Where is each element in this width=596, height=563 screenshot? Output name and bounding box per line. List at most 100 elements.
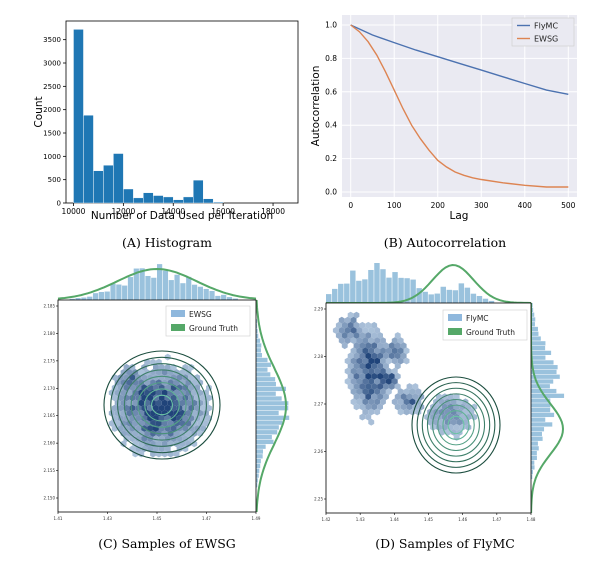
hexbin-cell	[147, 394, 153, 402]
hexbin-cell	[377, 403, 383, 411]
marginal-bar	[256, 420, 283, 425]
ground-truth-contour	[144, 388, 180, 422]
autocorrelation-x-label: Lag	[450, 210, 469, 222]
legend-label-flymc: FlyMC	[466, 314, 489, 323]
marginal-bar	[392, 272, 398, 303]
hexbin-cell	[129, 425, 136, 432]
hexbin-cell	[380, 337, 386, 344]
x-tick-label: 14000	[161, 207, 185, 216]
hexbin-cell	[170, 414, 177, 422]
hexbin-cell	[353, 393, 360, 401]
hexbin-cell	[368, 398, 375, 406]
marginal-bar	[256, 357, 268, 363]
marginal-bar	[380, 269, 386, 303]
hexbin-cell	[453, 413, 460, 421]
marginal-bar	[531, 317, 536, 322]
histogram-panel: 10000 12000 14000 16000 18000 0 500 1000 1500 20…	[33, 20, 299, 222]
x-tick-label: 16000	[211, 207, 235, 216]
x-tick-label: 18000	[261, 207, 285, 216]
marginal-bar	[256, 463, 261, 469]
ewsg-ground-truth-contours	[103, 350, 221, 460]
ewsg-joint-plot: 1.41 1.43 1.45 1.47 1.49 2.185 2.180 2.175 2.17…	[44, 264, 290, 521]
hexbin-cell	[350, 378, 357, 385]
marginal-bar	[81, 297, 87, 300]
hexbin-cell	[188, 363, 195, 371]
hexbin-cell	[397, 347, 404, 355]
hexbin-cell	[353, 362, 360, 370]
histogram-y-label: Count	[33, 96, 45, 127]
marginal-bar	[531, 326, 538, 332]
marginal-bar	[531, 398, 551, 403]
hexbin-cell	[135, 414, 142, 422]
y-tick-label: 2.25	[314, 497, 323, 502]
series-line-ewsg	[350, 24, 569, 188]
flymc-right-marginal	[530, 303, 565, 514]
hexbin-cell	[400, 403, 407, 411]
hexbin-cell	[132, 379, 139, 386]
y-tick-label: 2.27	[314, 402, 323, 407]
hexbin-cell	[344, 316, 351, 324]
hexbin-cell	[465, 413, 472, 421]
x-tick-label: 1.47	[202, 516, 211, 521]
hexbin-cell	[356, 367, 363, 375]
hexbin-cell	[188, 384, 195, 392]
marginal-bar	[256, 425, 279, 430]
hexbin-cell	[374, 367, 381, 375]
hexbin-cell	[341, 321, 348, 329]
x-tick-label: 500	[561, 201, 576, 210]
hexbin-cell	[173, 399, 180, 407]
marginal-bar	[531, 331, 539, 336]
marginal-bar	[256, 483, 258, 488]
y-tick-label: 3500	[43, 36, 61, 44]
hexbin-cell	[383, 372, 389, 380]
hexbin-cell	[406, 393, 413, 401]
hexbin-cell	[391, 347, 398, 355]
legend-swatch-flymc	[448, 314, 462, 321]
hexbin-cell	[365, 383, 372, 390]
hexbin-cell	[135, 384, 142, 392]
hexbin-cell	[362, 327, 369, 334]
hexbin-cell	[371, 332, 378, 339]
hexbin-cell	[383, 362, 389, 370]
hexbin-cell	[158, 394, 165, 402]
ground-truth-contour	[151, 394, 173, 416]
histogram-bar	[83, 115, 94, 204]
hexbin-cell	[347, 332, 354, 339]
marginal-bar	[256, 348, 261, 353]
hexbin-cell	[391, 398, 398, 406]
hexbin-cell	[400, 342, 407, 350]
flymc-top-marginal	[326, 263, 532, 304]
y-tick-label: 0.2	[325, 154, 337, 163]
marginal-bar	[416, 288, 422, 303]
hexbin-cell	[433, 398, 439, 406]
histogram-bar	[73, 29, 84, 204]
y-tick-label: 0.4	[325, 121, 337, 130]
hexbin-cell	[117, 425, 124, 432]
flymc-legend: FlyMC Ground Truth	[442, 309, 528, 341]
marginal-bar	[464, 287, 471, 303]
hexbin-cell	[353, 321, 360, 329]
hexbin-cell	[353, 372, 360, 380]
hexbin-cell	[347, 372, 354, 380]
flymc-x-ticks: 1.42 1.43 1.44 1.45 1.46 1.47 1.48	[322, 513, 536, 522]
hexbin-cell	[126, 369, 133, 376]
hexbin-cell	[356, 327, 363, 334]
hexbin-cell	[108, 420, 115, 427]
hexbin-cell	[400, 393, 407, 401]
ewsg-top-marginal	[57, 264, 257, 300]
legend-swatch-ground-truth	[171, 324, 185, 331]
hexbin-cell	[412, 393, 419, 401]
legend-swatch-ewsg	[171, 310, 185, 317]
marginal-bar	[256, 377, 276, 382]
hexbin-cell	[341, 342, 348, 350]
hexbin-cell	[353, 352, 360, 360]
hexbin-cell	[126, 409, 133, 417]
marginal-bar	[209, 290, 215, 300]
legend-label-ewsg: EWSG	[534, 35, 558, 44]
hexbin-cell	[338, 327, 345, 334]
ground-truth-kde-line	[57, 267, 257, 300]
hexbin-cell	[194, 425, 201, 432]
series-line-flymc	[350, 24, 569, 95]
hexbin-cell	[155, 440, 162, 448]
hexbin-cell	[194, 404, 201, 412]
